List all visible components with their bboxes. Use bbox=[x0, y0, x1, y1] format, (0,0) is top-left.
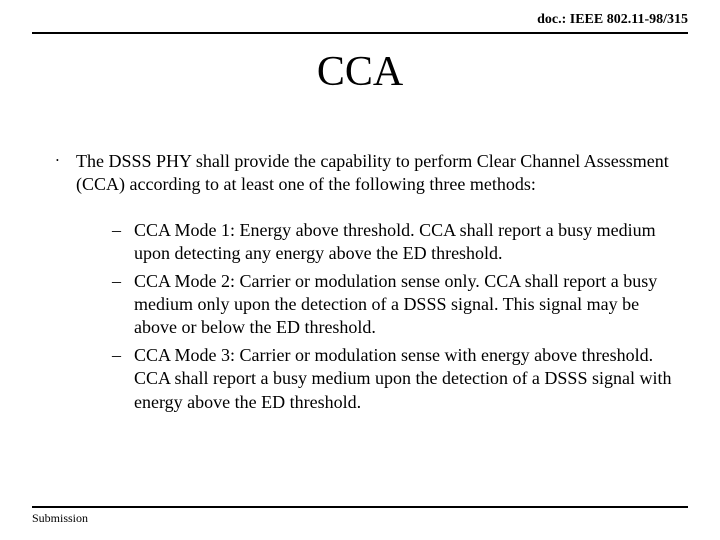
doc-id: doc.: IEEE 802.11-98/315 bbox=[537, 12, 688, 28]
mode-text: CCA Mode 3: Carrier or modulation sense … bbox=[134, 345, 671, 412]
modes-list: CCA Mode 1: Energy above threshold. CCA … bbox=[48, 219, 672, 414]
mode-text: CCA Mode 2: Carrier or modulation sense … bbox=[134, 271, 657, 338]
footer-label: Submission bbox=[32, 511, 88, 526]
list-item: CCA Mode 3: Carrier or modulation sense … bbox=[110, 344, 672, 414]
list-item: CCA Mode 2: Carrier or modulation sense … bbox=[110, 270, 672, 340]
mode-text: CCA Mode 1: Energy above threshold. CCA … bbox=[134, 220, 656, 263]
list-item: CCA Mode 1: Energy above threshold. CCA … bbox=[110, 219, 672, 266]
intro-text: The DSSS PHY shall provide the capabilit… bbox=[76, 151, 669, 194]
slide-title: CCA bbox=[0, 48, 720, 96]
bottom-rule bbox=[32, 506, 688, 508]
intro-bullet: The DSSS PHY shall provide the capabilit… bbox=[48, 150, 672, 197]
slide: doc.: IEEE 802.11-98/315 CCA The DSSS PH… bbox=[0, 0, 720, 540]
top-rule bbox=[32, 32, 688, 34]
slide-body: The DSSS PHY shall provide the capabilit… bbox=[48, 150, 672, 418]
